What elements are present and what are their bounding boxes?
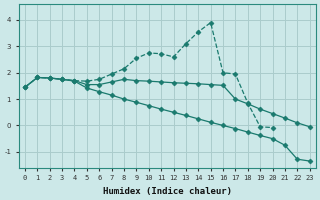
X-axis label: Humidex (Indice chaleur): Humidex (Indice chaleur) (103, 187, 232, 196)
